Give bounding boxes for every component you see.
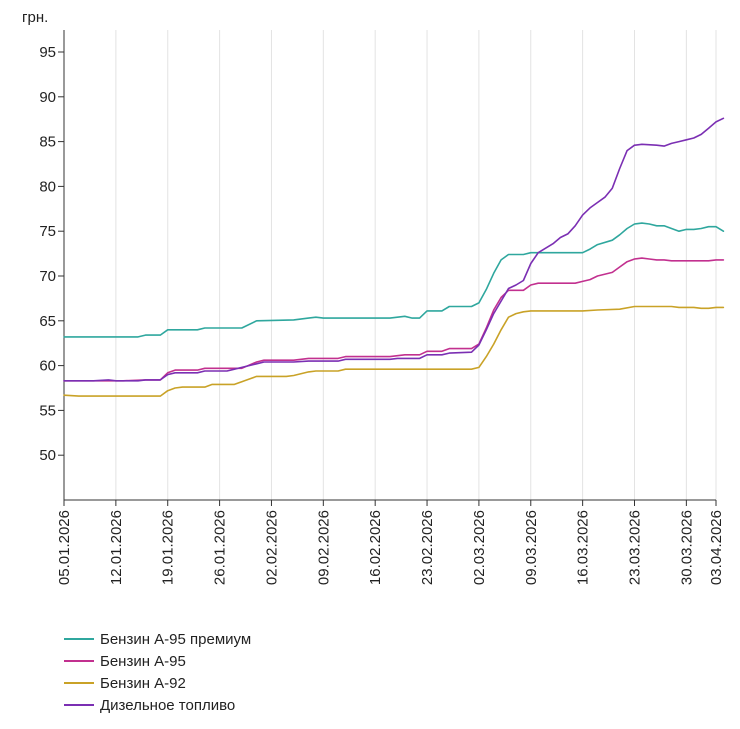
vertical-gridlines	[63, 30, 717, 500]
y-tick-label: 60	[39, 358, 56, 375]
y-tick-label: 70	[39, 268, 56, 285]
y-axis-unit-label: грн.	[22, 9, 48, 26]
y-tick-label: 95	[39, 44, 56, 61]
legend-swatch-a95	[64, 660, 94, 662]
y-tick-label: 55	[39, 402, 56, 419]
legend-swatch-diesel	[64, 704, 94, 706]
x-tick-label: 19.01.2026	[160, 510, 177, 585]
x-tick-label: 12.01.2026	[108, 510, 125, 585]
legend-swatch-a95-premium	[64, 638, 94, 640]
axes: 05.01.2026 12.01.2026 19.01.2026 26.01.2026…	[39, 30, 725, 585]
legend-item-a92[interactable]: Бензин А-92	[64, 672, 251, 694]
y-tick-label: 65	[39, 313, 56, 330]
y-tick-label: 85	[39, 134, 56, 151]
chart-legend: Бензин А-95 премиум Бензин А-95 Бензин А…	[64, 628, 251, 716]
x-tick-label: 23.03.2026	[627, 510, 644, 585]
y-tick-label: 75	[39, 223, 56, 240]
legend-item-diesel[interactable]: Дизельное топливо	[64, 694, 251, 716]
legend-label-a92: Бензин А-92	[100, 674, 186, 692]
y-tick-label: 50	[39, 447, 56, 464]
legend-item-a95[interactable]: Бензин А-95	[64, 650, 251, 672]
x-tick-label: 05.01.2026	[56, 510, 73, 585]
series-line-1	[63, 257, 725, 382]
x-tick-label: 23.02.2026	[419, 510, 436, 585]
legend-label-diesel: Дизельное топливо	[100, 696, 236, 714]
x-tick-label: 16.02.2026	[367, 510, 384, 585]
series-lines	[63, 117, 725, 397]
series-line-0	[63, 222, 725, 338]
legend-label-a95: Бензин А-95	[100, 652, 186, 670]
y-tick-label: 80	[39, 178, 56, 195]
x-tick-label: 26.01.2026	[212, 510, 229, 585]
y-tick-label: 90	[39, 89, 56, 106]
x-tick-label: 30.03.2026	[678, 510, 695, 585]
x-tick-label: 09.03.2026	[523, 510, 540, 585]
x-tick-label: 16.03.2026	[575, 510, 592, 585]
series-line-3	[63, 117, 725, 382]
legend-item-a95-premium[interactable]: Бензин А-95 премиум	[64, 628, 251, 650]
legend-swatch-a92	[64, 682, 94, 684]
legend-label-a95-premium: Бензин А-95 премиум	[100, 630, 252, 648]
series-line-2	[63, 305, 725, 397]
x-tick-label: 02.02.2026	[263, 510, 280, 585]
x-tick-label: 02.03.2026	[471, 510, 488, 585]
price-line-chart: 05.01.2026 12.01.2026 19.01.2026 26.01.2026…	[22, 9, 725, 585]
x-tick-label: 09.02.2026	[315, 510, 332, 585]
x-tick-label: 03.04.2026	[708, 510, 725, 585]
